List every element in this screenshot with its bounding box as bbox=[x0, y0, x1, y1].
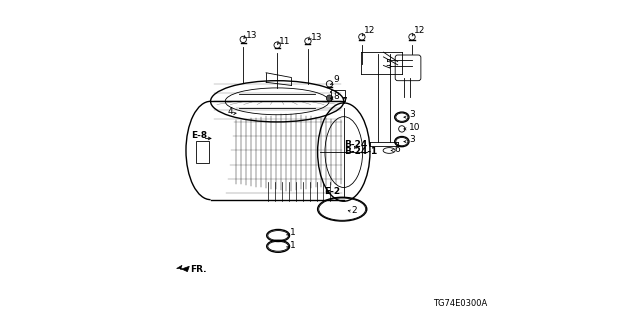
Text: 13: 13 bbox=[310, 33, 322, 42]
Text: 5: 5 bbox=[385, 59, 391, 68]
Text: 12: 12 bbox=[413, 26, 425, 35]
Polygon shape bbox=[177, 265, 189, 272]
Text: E-2: E-2 bbox=[324, 187, 340, 196]
Text: TG74E0300A: TG74E0300A bbox=[433, 299, 487, 308]
Text: 8: 8 bbox=[333, 92, 339, 101]
Text: B-24-1: B-24-1 bbox=[344, 147, 378, 156]
Text: 2: 2 bbox=[352, 206, 357, 215]
Text: 3: 3 bbox=[409, 135, 415, 144]
Text: FR.: FR. bbox=[191, 265, 207, 274]
Text: 1: 1 bbox=[290, 241, 296, 250]
Bar bbox=[196, 141, 209, 163]
Text: 4: 4 bbox=[228, 107, 234, 116]
Text: 9: 9 bbox=[333, 75, 339, 84]
Text: 7: 7 bbox=[342, 97, 348, 106]
Text: 11: 11 bbox=[280, 37, 291, 46]
Text: 12: 12 bbox=[364, 26, 375, 35]
Text: 1: 1 bbox=[290, 228, 296, 237]
Circle shape bbox=[326, 95, 333, 101]
Text: B-24: B-24 bbox=[344, 140, 367, 149]
Text: 3: 3 bbox=[409, 110, 415, 119]
Text: E-8: E-8 bbox=[191, 132, 207, 140]
Text: 10: 10 bbox=[409, 123, 420, 132]
Text: 6: 6 bbox=[394, 145, 400, 154]
Text: 13: 13 bbox=[246, 31, 258, 40]
